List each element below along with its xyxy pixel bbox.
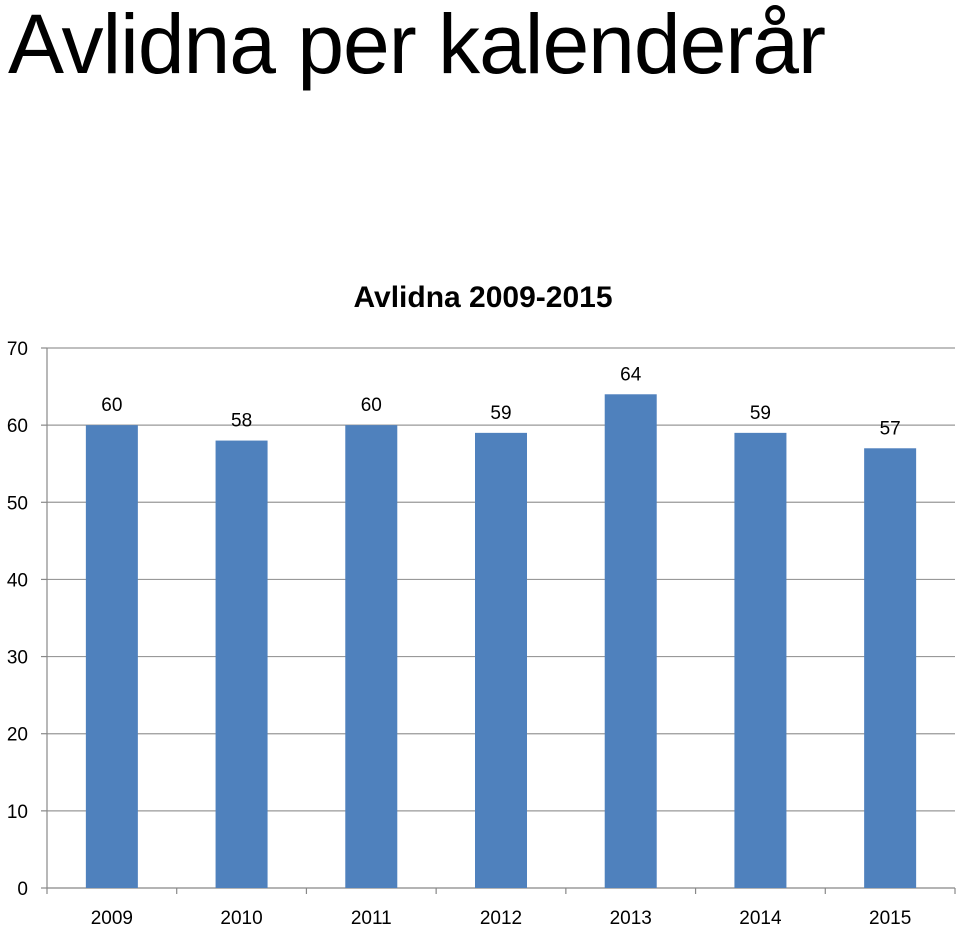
- data-label: 64: [620, 364, 642, 385]
- y-tick-label: 40: [7, 570, 28, 591]
- labels: 0 10 20 30 40 50 60 70 2009 60 2010 58 2011 60 2012 59 2…: [7, 339, 911, 929]
- x-tick-label: 2009: [91, 908, 133, 929]
- x-tick-label: 2012: [480, 908, 522, 929]
- bar: [215, 440, 268, 888]
- bar: [604, 394, 657, 888]
- data-label: 57: [880, 418, 901, 439]
- x-tick-label: 2014: [739, 908, 782, 929]
- x-tick-label: 2013: [610, 908, 652, 929]
- data-label: 60: [101, 395, 122, 416]
- x-tick-label: 2011: [351, 908, 392, 929]
- x-tick-label: 2015: [869, 908, 911, 929]
- chart-title: Avlidna 2009-2015: [353, 281, 612, 314]
- bar: [734, 432, 787, 888]
- y-tick-label: 20: [7, 725, 28, 746]
- bar: [345, 425, 398, 888]
- bars: [85, 394, 917, 888]
- data-label: 59: [750, 403, 771, 424]
- y-tick-label: 10: [7, 802, 28, 823]
- y-tick-label: 60: [7, 416, 28, 437]
- x-tick-label: 2010: [220, 908, 262, 929]
- data-label: 58: [231, 411, 252, 432]
- bar: [85, 425, 138, 888]
- data-label: 60: [361, 395, 382, 416]
- bar: [475, 432, 527, 888]
- y-tick-label: 30: [7, 648, 28, 669]
- y-tick-label: 70: [7, 339, 28, 360]
- y-tick-label: 0: [17, 879, 28, 900]
- data-label: 59: [490, 403, 511, 424]
- y-tick-label: 50: [7, 493, 28, 514]
- bar: [864, 448, 917, 888]
- page-title: Avlidna per kalenderår: [8, 0, 826, 91]
